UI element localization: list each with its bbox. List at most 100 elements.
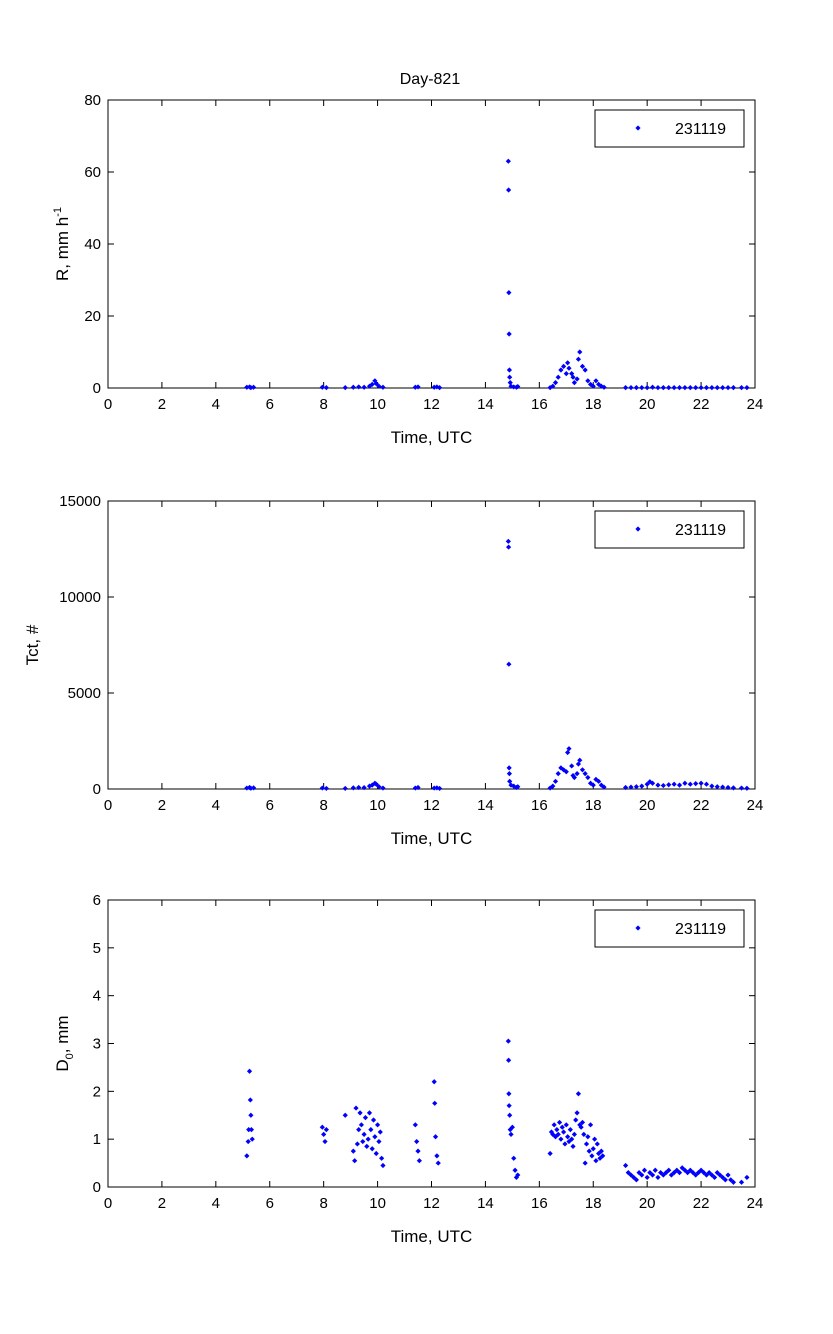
data-point	[373, 1150, 379, 1157]
data-point	[633, 385, 639, 391]
data-point	[555, 374, 561, 380]
data-point	[368, 1127, 374, 1133]
data-point	[579, 1119, 586, 1126]
y-tick-label: 6	[93, 892, 101, 909]
data-point	[709, 783, 715, 789]
data-point	[550, 783, 556, 789]
data-point	[508, 383, 514, 389]
data-point	[412, 384, 418, 390]
data-point	[374, 1122, 381, 1128]
data-point	[505, 158, 511, 164]
data-point	[505, 1038, 511, 1044]
data-point	[600, 1153, 606, 1159]
data-point	[434, 1153, 440, 1159]
data-point	[552, 380, 559, 386]
data-point	[644, 781, 650, 787]
data-point	[548, 1129, 555, 1135]
x-tick-label: 18	[585, 396, 602, 413]
x-tick-label: 22	[693, 797, 710, 814]
y-tick-label: 40	[84, 236, 101, 253]
data-point	[506, 544, 512, 550]
x-tick-label: 12	[423, 1195, 440, 1212]
data-point	[589, 1153, 595, 1159]
data-point	[431, 384, 437, 390]
x-tick-label: 20	[639, 396, 656, 413]
data-point	[350, 1148, 356, 1154]
data-point	[506, 1103, 512, 1109]
panel-2: 0 2 4 6 8 10 12 14 16 18 20 22 24050001000015000Time…	[23, 493, 763, 848]
data-point	[380, 1162, 386, 1169]
data-point	[574, 771, 580, 777]
data-point	[593, 378, 599, 384]
data-point	[730, 785, 737, 791]
data-point	[379, 1155, 385, 1161]
data-point	[698, 385, 704, 391]
data-point	[547, 385, 553, 391]
data-point	[506, 1057, 512, 1063]
data-point	[506, 331, 512, 337]
data-point	[431, 785, 437, 791]
data-point	[558, 1136, 564, 1142]
data-point	[342, 785, 348, 792]
x-tick-label: 6	[266, 396, 274, 413]
x-tick-label: 20	[639, 1195, 656, 1212]
data-point	[591, 1136, 598, 1142]
y-tick-label: 3	[93, 1036, 101, 1053]
data-point	[362, 1115, 369, 1121]
data-point	[323, 385, 329, 391]
data-point	[370, 1117, 377, 1123]
data-point	[435, 1160, 441, 1166]
legend-marker	[635, 925, 641, 931]
x-tick-label: 24	[747, 1195, 764, 1212]
data-point	[550, 383, 556, 389]
data-point	[631, 1174, 637, 1181]
data-point	[639, 783, 645, 789]
x-tick-label: 14	[477, 396, 494, 413]
data-point	[698, 780, 704, 786]
data-point	[660, 782, 666, 789]
data-point	[644, 1174, 650, 1181]
data-point	[246, 1127, 252, 1133]
data-point	[248, 1127, 255, 1133]
data-point	[720, 784, 726, 790]
data-point	[569, 371, 575, 377]
data-point	[666, 385, 672, 391]
data-point	[350, 384, 356, 390]
data-point	[244, 384, 250, 390]
data-point	[350, 785, 356, 791]
x-tick-label: 2	[158, 797, 166, 814]
data-point	[598, 1148, 604, 1154]
x-tick-label: 0	[104, 396, 112, 413]
data-point	[560, 767, 567, 773]
data-point	[585, 1134, 591, 1140]
data-point	[361, 384, 367, 390]
data-point	[679, 1165, 685, 1171]
data-point	[244, 1153, 250, 1159]
data-point	[703, 385, 710, 391]
data-point	[587, 381, 594, 387]
data-point	[623, 1162, 629, 1169]
y-tick-label: 60	[84, 164, 101, 181]
data-point	[342, 1112, 348, 1118]
data-point	[571, 774, 577, 781]
data-point	[586, 1148, 592, 1154]
data-point	[249, 1136, 255, 1142]
data-point	[720, 385, 726, 391]
data-point	[412, 1122, 418, 1128]
data-point	[377, 1129, 383, 1135]
data-point	[365, 1136, 371, 1142]
data-point	[361, 785, 367, 791]
data-point	[560, 363, 567, 369]
data-point	[321, 1131, 327, 1137]
y-tick-label: 5	[93, 940, 101, 957]
x-tick-label: 2	[158, 396, 166, 413]
data-point	[562, 1141, 568, 1147]
data-point	[513, 1174, 520, 1181]
x-tick-label: 4	[212, 396, 220, 413]
data-point	[512, 1167, 518, 1173]
legend-label: 231119	[675, 921, 726, 938]
data-point	[250, 785, 257, 791]
data-point	[687, 385, 693, 391]
